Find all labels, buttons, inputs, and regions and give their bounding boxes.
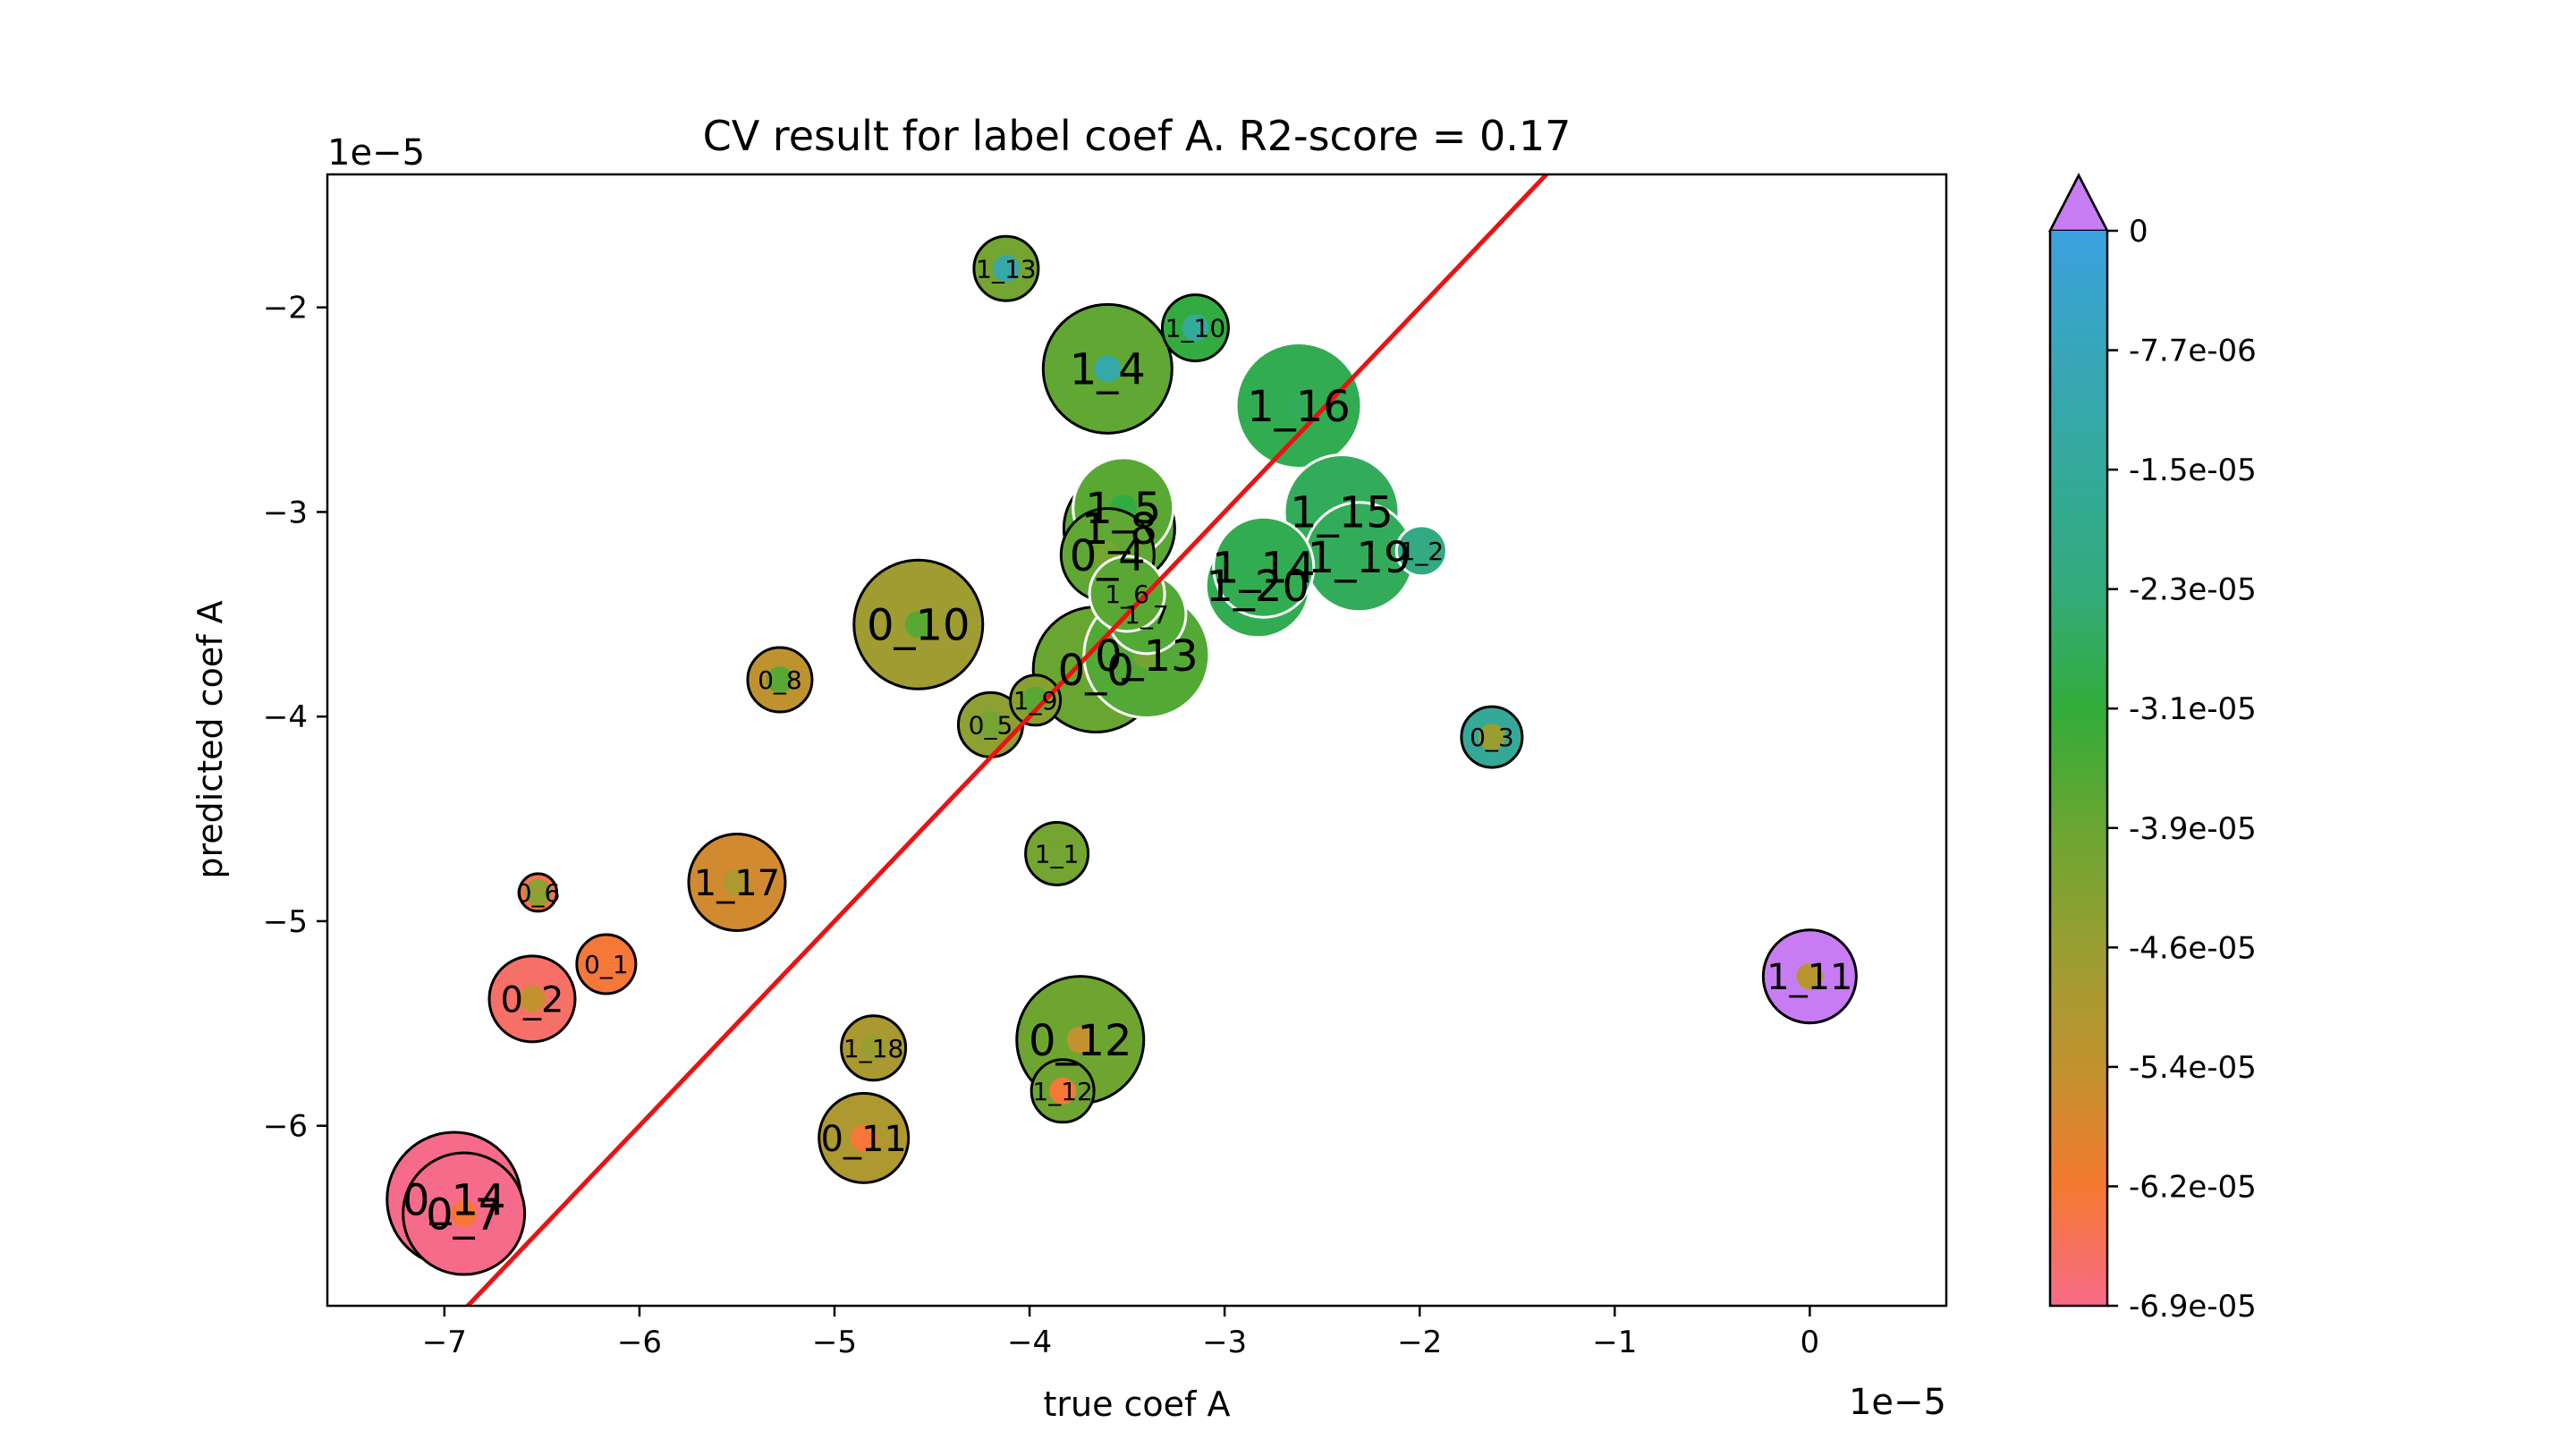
- scatter-point-core: [992, 255, 1020, 283]
- point-label: 1_4: [1070, 345, 1146, 395]
- y-tick-label: −2: [263, 291, 308, 326]
- scatter-point-core: [1043, 840, 1071, 868]
- y-tick-label: −3: [263, 495, 308, 530]
- colorbar-tick-label: -6.2e-05: [2129, 1169, 2257, 1205]
- point-label: 1_2: [1400, 537, 1445, 566]
- scatter-point-core: [1066, 1026, 1094, 1054]
- point-label: 1_11: [1767, 957, 1852, 998]
- point-label: 1_12: [1032, 1077, 1092, 1106]
- y-axis-label: predicted coef A: [191, 600, 230, 878]
- scatter-point: [1088, 555, 1166, 633]
- colorbar-outline: [2048, 173, 2109, 1308]
- colorbar-tick-label: -3.1e-05: [2129, 691, 2257, 727]
- x-tick-label: 0: [1801, 1325, 1820, 1360]
- scatter-point-core: [592, 950, 620, 978]
- scatter-point-core: [1796, 962, 1824, 990]
- colorbar-tick-label: 0: [2129, 214, 2148, 250]
- point-label: 1_5: [1085, 484, 1161, 534]
- scatter-point-core: [1049, 1077, 1077, 1105]
- y-tick-label: −4: [263, 699, 308, 735]
- point-label: 0_13: [1095, 631, 1199, 682]
- point-label: 0_8: [758, 665, 802, 695]
- scatter-point-core: [904, 611, 932, 639]
- x-tick-label: −3: [1202, 1325, 1247, 1360]
- y-tick-label: −6: [263, 1109, 308, 1145]
- y-offset-label: 1e−5: [327, 132, 425, 174]
- scatter-point-core: [1094, 355, 1122, 383]
- point-label: 1_15: [1290, 488, 1394, 538]
- point-label: 1_16: [1247, 382, 1351, 432]
- scatter-point: [1394, 524, 1448, 578]
- point-label: 1_13: [976, 254, 1036, 284]
- point-label: 0_10: [867, 601, 970, 651]
- x-tick-label: −2: [1397, 1325, 1442, 1360]
- identity-line: [464, 174, 1550, 1306]
- points-layer: [386, 234, 1858, 1276]
- point-label: 0_11: [821, 1119, 907, 1160]
- point-label: 0_12: [1029, 1016, 1132, 1066]
- x-tick-label: −5: [812, 1325, 857, 1360]
- y-axis-ticks: −2 −3 −4 −5 −6: [263, 291, 327, 1145]
- scatter-point-core: [1021, 686, 1049, 714]
- point-label: 0_4: [1070, 531, 1146, 581]
- colorbar-tick-label: -2.3e-05: [2129, 572, 2257, 608]
- identity-line-layer: [464, 174, 1550, 1306]
- x-tick-label: −6: [617, 1325, 662, 1360]
- scatter-point-core: [518, 985, 546, 1012]
- point-labels-layer: 0_140_70_20_60_11_170_81_180_110_100_51_…: [402, 254, 1853, 1240]
- point-label: 1_1: [1035, 840, 1080, 869]
- scatter-point-core: [1478, 724, 1505, 751]
- point-label: 1_6: [1105, 580, 1149, 609]
- point-label: 0_3: [1470, 723, 1514, 752]
- point-label: 0_1: [584, 950, 629, 979]
- scatter-point-core: [450, 1200, 478, 1228]
- colorbar-extend-triangle: [2047, 173, 2110, 233]
- point-label: 0_5: [969, 710, 1013, 740]
- point-label: 0_0: [1058, 646, 1134, 696]
- x-axis-label: true coef A: [1043, 1384, 1230, 1424]
- point-label: 0_6: [516, 878, 561, 908]
- colorbar: 0 -7.7e-06 -1.5e-05 -2.3e-05 -3.1e-05 -3.9e-0…: [2047, 173, 2257, 1325]
- colorbar-tick-label: -5.4e-05: [2129, 1050, 2257, 1086]
- colorbar-tick-label: -6.9e-05: [2129, 1289, 2257, 1325]
- x-tick-label: −7: [422, 1325, 467, 1360]
- y-tick-label: −5: [263, 904, 308, 940]
- point-label: 1_8: [1081, 504, 1157, 555]
- point-label: 0_14: [402, 1175, 506, 1225]
- x-tick-label: −4: [1007, 1325, 1052, 1360]
- scatter-point-core: [1285, 392, 1312, 419]
- point-label: 1_10: [1165, 314, 1225, 343]
- scatter-point-core: [850, 1124, 877, 1152]
- point-label: 1_14: [1212, 543, 1316, 593]
- scatter-point-core: [977, 711, 1004, 739]
- colorbar-tick-label: -7.7e-06: [2129, 334, 2257, 369]
- point-label: 1_19: [1308, 533, 1411, 583]
- x-offset-label: 1e−5: [1849, 1382, 1946, 1423]
- point-label: 0_2: [501, 979, 564, 1020]
- x-tick-label: −1: [1592, 1325, 1637, 1360]
- scatter-point-core: [524, 878, 552, 906]
- colorbar-tick-label: -3.9e-05: [2129, 811, 2257, 847]
- scatter-point-core: [860, 1034, 887, 1062]
- point-label: 1_7: [1124, 600, 1169, 630]
- colorbar-tick-label: -4.6e-05: [2129, 930, 2257, 966]
- colorbar-gradient: [2050, 231, 2107, 1306]
- colorbar-ticks: 0 -7.7e-06 -1.5e-05 -2.3e-05 -3.1e-05 -3.9e-0…: [2107, 214, 2257, 1325]
- colorbar-tick-label: -1.5e-05: [2129, 453, 2257, 488]
- plot-frame: [326, 173, 1948, 1308]
- scatter-point-core: [1182, 314, 1209, 342]
- point-label: 1_20: [1206, 562, 1309, 612]
- chart-title: CV result for label coef A. R2-score = 0…: [703, 112, 1572, 160]
- scatter-point-core: [766, 666, 793, 694]
- point-label: 1_17: [694, 863, 780, 904]
- point-label: 1_9: [1013, 686, 1058, 716]
- point-label: 0_7: [426, 1190, 502, 1240]
- x-axis-ticks: −7 −6 −5 −4 −3 −2 −1 0: [422, 1306, 1819, 1360]
- point-label: 1_18: [843, 1034, 903, 1063]
- scatter-point-core: [723, 868, 750, 896]
- scatter-point: [1212, 515, 1316, 619]
